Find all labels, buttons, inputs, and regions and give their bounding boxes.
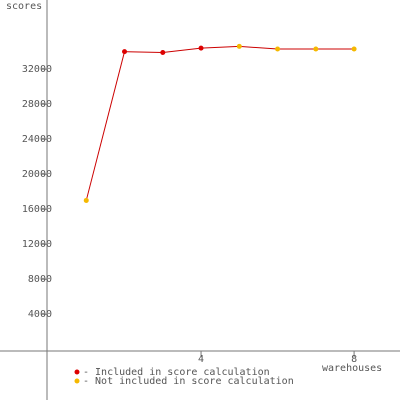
y-tick-label: 20000 [22, 169, 52, 180]
y-tick-label: 24000 [22, 134, 52, 145]
y-tick-label: 4000 [28, 309, 52, 320]
y-axis-label: scores [6, 1, 42, 12]
y-tick-label: 12000 [22, 239, 52, 250]
point [313, 46, 319, 52]
point [83, 197, 89, 203]
legend-label: - Included in score calculation [83, 367, 270, 378]
point [351, 46, 357, 52]
line-segment [239, 45, 278, 50]
point [198, 45, 204, 51]
line-segment [85, 51, 126, 201]
y-tick-label: 16000 [22, 204, 52, 215]
point [275, 46, 281, 52]
line-segment [124, 51, 163, 54]
y-tick-label: 8000 [28, 274, 52, 285]
line-segment [201, 45, 240, 49]
line-segment [162, 47, 202, 54]
x-axis-label: warehouses [322, 363, 382, 374]
legend-label: - Not included in score calculation [83, 376, 294, 387]
point [236, 43, 242, 49]
x-tick-label: 4 [198, 354, 204, 365]
y-tick-label: 28000 [22, 99, 52, 110]
x-tick-label: 8 [351, 354, 357, 365]
y-tick-label: 32000 [22, 64, 52, 75]
point [122, 49, 128, 55]
point [160, 50, 166, 56]
legend-marker [74, 369, 80, 375]
legend-marker [74, 378, 80, 384]
